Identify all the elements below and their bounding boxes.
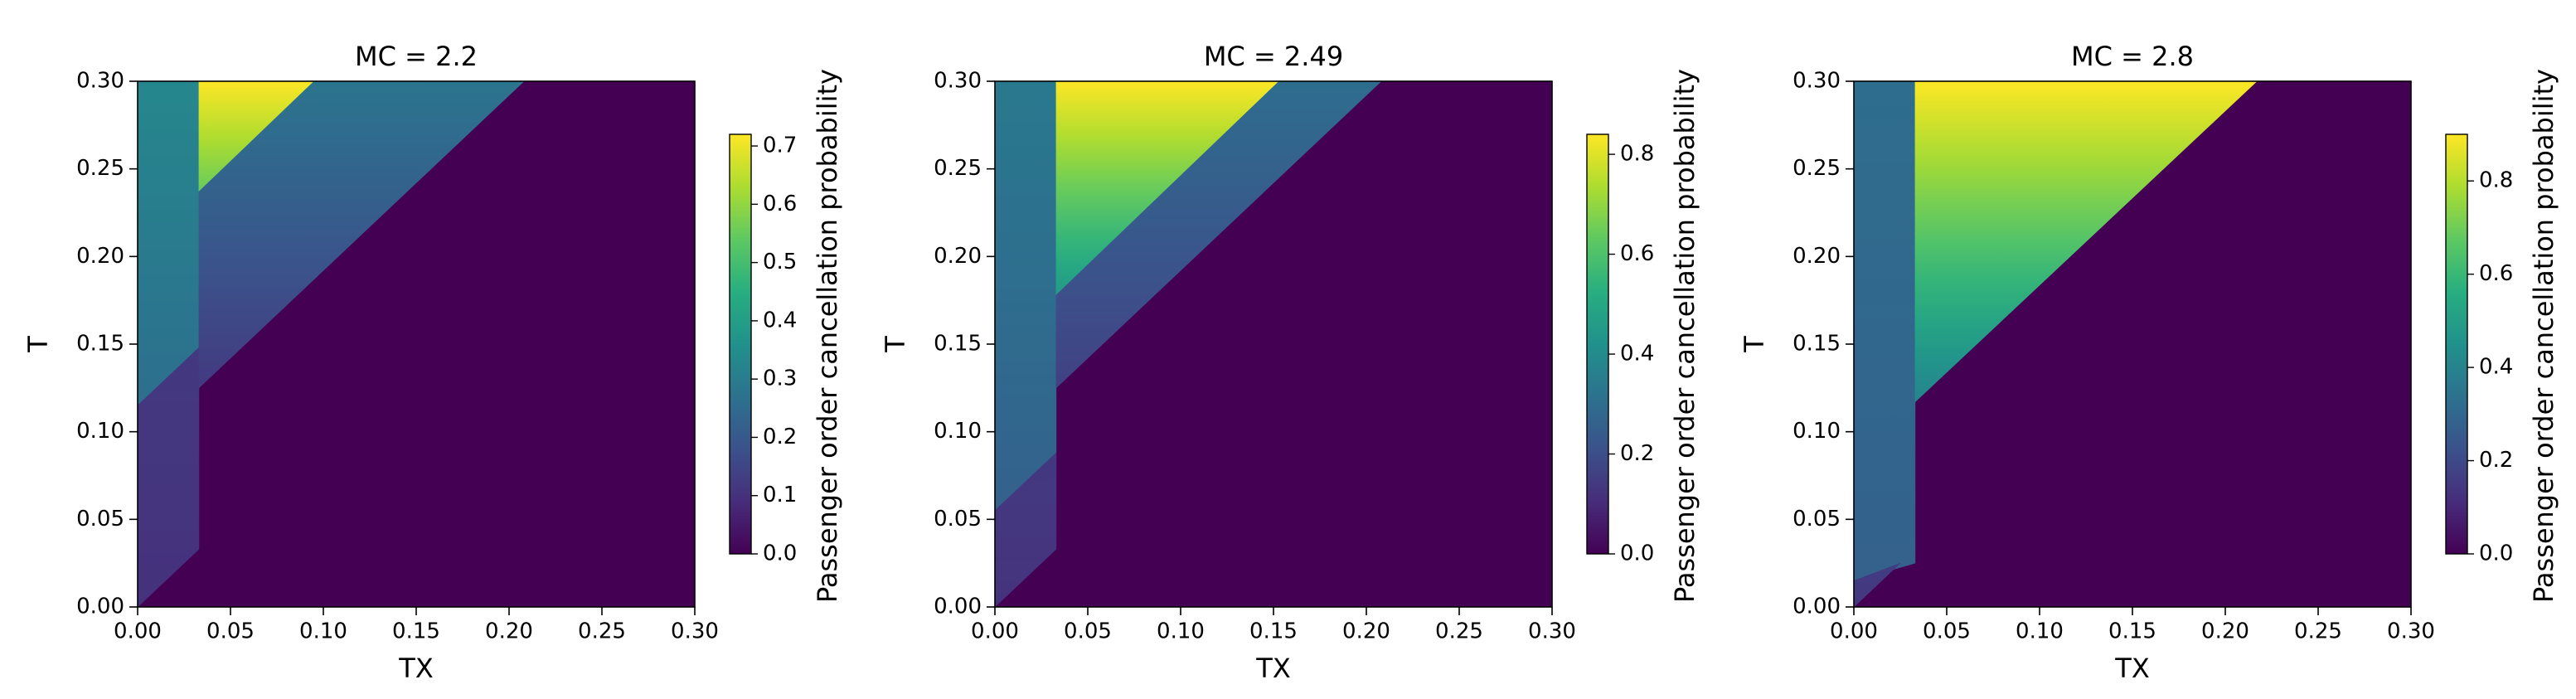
colorbar-tick-label: 0.6 [1620,241,1654,266]
colorbar-tick-label: 0.6 [763,192,797,216]
y-tick-label: 0.00 [76,595,124,619]
heatmap-region [994,80,1057,512]
chart-title: MC = 2.49 [1204,41,1343,72]
y-axis-label: T [22,336,54,353]
colorbar-tick-label: 0.7 [763,133,797,158]
y-tick-label: 0.25 [934,156,982,181]
x-tick-label: 0.00 [971,619,1019,644]
colorbar [729,133,752,555]
colorbar-tick-label: 0.1 [763,483,797,507]
y-tick-label: 0.20 [76,244,124,269]
y-tick-label: 0.15 [76,332,124,357]
colorbar-tick-label: 0.0 [2479,541,2513,566]
y-tick-label: 0.25 [76,156,124,181]
y-tick-label: 0.05 [76,507,124,532]
y-tick-label: 0.30 [934,69,982,94]
x-tick-label: 0.10 [1157,619,1205,644]
colorbar-tick-label: 0.6 [2479,261,2513,286]
x-tick-label: 0.05 [206,619,255,644]
x-tick-label: 0.20 [1342,619,1390,644]
colorbar [2445,133,2468,555]
x-tick-label: 0.10 [2016,619,2064,644]
y-tick-label: 0.30 [76,69,124,94]
colorbar-label: Passenger order cancellation probability [2528,69,2559,603]
x-tick-label: 0.20 [2201,619,2249,644]
colorbar-label: Passenger order cancellation probability [812,69,843,603]
y-tick-label: 0.05 [1793,507,1841,532]
x-tick-label: 0.05 [1064,619,1112,644]
x-tick-label: 0.05 [1923,619,1971,644]
x-axis-label: TX [2114,653,2149,684]
colorbar-tick-label: 0.3 [763,366,797,391]
colorbar-label: Passenger order cancellation probability [1669,69,1700,603]
colorbar-tick-label: 0.2 [1620,441,1654,466]
y-tick-label: 0.30 [1793,69,1841,94]
x-axis-label: TX [1255,653,1290,684]
x-axis-label: TX [398,653,433,684]
x-tick-label: 0.15 [392,619,440,644]
y-tick-label: 0.10 [1793,419,1841,444]
y-tick-label: 0.00 [934,595,982,619]
colorbar-tick-label: 0.0 [1620,541,1654,566]
x-tick-label: 0.15 [2108,619,2156,644]
colorbar-tick-label: 0.4 [1620,342,1654,366]
x-tick-label: 0.10 [299,619,347,644]
y-tick-label: 0.10 [934,419,982,444]
y-tick-label: 0.15 [934,332,982,357]
x-tick-label: 0.00 [114,619,162,644]
x-tick-label: 0.25 [1435,619,1483,644]
x-tick-label: 0.30 [671,619,719,644]
y-tick-label: 0.05 [934,507,982,532]
colorbar-tick-label: 0.0 [763,541,797,566]
colorbar-tick-label: 0.2 [2479,448,2513,473]
x-tick-label: 0.15 [1249,619,1298,644]
colorbar [1586,133,1609,555]
x-tick-label: 0.30 [2387,619,2435,644]
chart-title: MC = 2.2 [355,41,478,72]
colorbar-tick-label: 0.5 [763,250,797,274]
y-axis-label: T [880,336,911,353]
y-tick-label: 0.20 [934,244,982,269]
x-tick-label: 0.20 [485,619,533,644]
y-tick-label: 0.15 [1793,332,1841,357]
chart-title: MC = 2.8 [2071,41,2194,72]
x-tick-label: 0.30 [1528,619,1576,644]
y-tick-label: 0.10 [76,419,124,444]
colorbar-tick-label: 0.4 [2479,355,2513,380]
x-tick-label: 0.00 [1830,619,1878,644]
y-tick-label: 0.25 [1793,156,1841,181]
colorbar-tick-label: 0.4 [763,308,797,333]
y-tick-label: 0.00 [1793,595,1841,619]
x-tick-label: 0.25 [2294,619,2342,644]
heatmap-region [1853,80,1916,581]
x-tick-label: 0.25 [578,619,626,644]
y-axis-label: T [1739,336,1770,353]
colorbar-tick-label: 0.8 [2479,168,2513,193]
y-tick-label: 0.20 [1793,244,1841,269]
colorbar-tick-label: 0.8 [1620,142,1654,167]
colorbar-tick-label: 0.2 [763,425,797,449]
